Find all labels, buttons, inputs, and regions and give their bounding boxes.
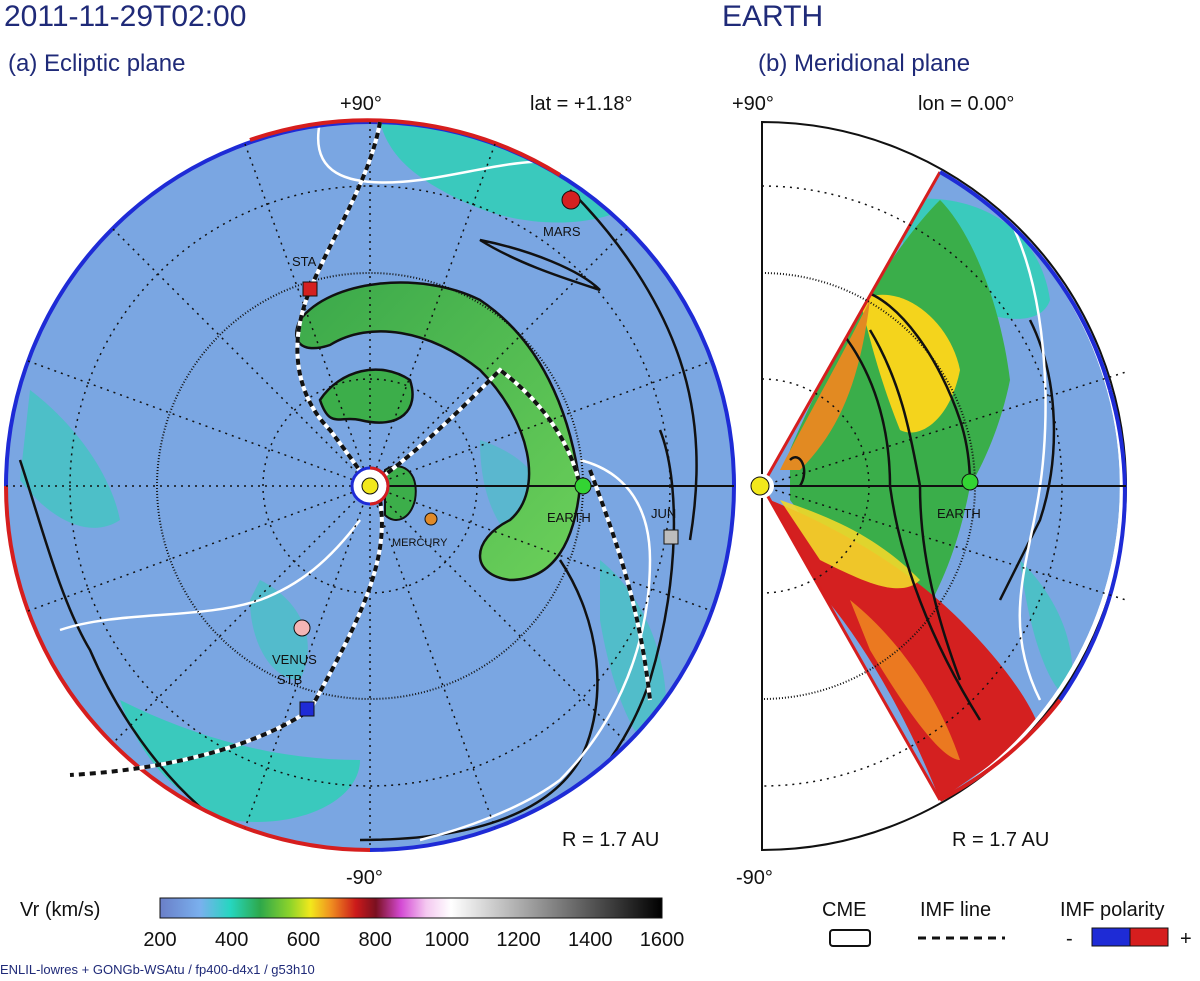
panel-b-bottom-label: -90° [736, 867, 773, 889]
panel-a-bottom-label: -90° [346, 867, 383, 889]
model-footer: ENLIL-lowres + GONGb-WSAtu / fp400-d4x1 … [0, 962, 315, 977]
legend-imf-polarity-label: IMF polarity [1060, 899, 1164, 921]
colorbar-tick-label: 400 [215, 929, 248, 951]
colorbar-tick-label: 800 [358, 929, 391, 951]
jun-label: JUN [651, 506, 676, 521]
panel-b-title: (b) Meridional plane [758, 50, 971, 77]
legend-plus-label: + [1180, 928, 1192, 950]
lat-label: lat = +1.18° [530, 93, 633, 115]
panel-a-top-label: +90° [340, 93, 382, 115]
ecliptic-panel: STA MARS EARTH MERCURY JUN VENUS STB +90… [4, 93, 736, 889]
colorbar-tick-label: 1000 [425, 929, 470, 951]
stb-marker [299, 701, 315, 717]
panel-b-radius-label: R = 1.7 AU [952, 829, 1049, 851]
legend-positive-swatch [1129, 927, 1169, 947]
jun-marker [663, 529, 679, 545]
earth-marker-b [961, 473, 979, 491]
earth-label-a: EARTH [547, 510, 591, 525]
colorbar: Vr (km/s) 200 400 600 800 1000 1200 1400 1600 [20, 897, 685, 951]
colorbar-tick-label: 200 [143, 929, 176, 951]
sun-marker [350, 466, 390, 506]
mars-label: MARS [543, 224, 581, 239]
mars-marker [561, 190, 581, 210]
meridional-panel: EARTH +90° lon = 0.00° R = 1.7 AU -90° [732, 93, 1127, 889]
colorbar-tick-label: 1600 [640, 929, 685, 951]
target-title: EARTH [722, 0, 824, 33]
mercury-label: MERCURY [392, 537, 448, 549]
venus-marker [293, 619, 311, 637]
sun-marker-b [750, 476, 770, 496]
legend: CME IMF line IMF polarity - + [822, 899, 1192, 950]
datetime-title: 2011-11-29T02:00 [4, 0, 247, 33]
venus-label: VENUS [272, 652, 317, 667]
panel-a-radius-label: R = 1.7 AU [562, 829, 659, 851]
legend-minus-label: - [1066, 928, 1073, 950]
mercury-marker [424, 512, 438, 526]
legend-cme-symbol [829, 929, 871, 947]
panel-a-title: (a) Ecliptic plane [8, 50, 186, 77]
legend-imf-line-label: IMF line [920, 899, 991, 921]
stb-label: STB [277, 672, 302, 687]
meridional-contours [789, 288, 1056, 721]
sta-marker [302, 281, 318, 297]
legend-cme-label: CME [822, 899, 866, 921]
lon-label: lon = 0.00° [918, 93, 1014, 115]
colorbar-label: Vr (km/s) [20, 899, 100, 921]
earth-marker-a [574, 477, 592, 495]
colorbar-tick-label: 1400 [568, 929, 613, 951]
sta-label: STA [292, 254, 317, 269]
colorbar-tick-label: 1200 [496, 929, 541, 951]
legend-negative-swatch [1091, 927, 1131, 947]
colorbar-gradient [159, 897, 663, 919]
meridional-grid [761, 185, 1127, 787]
colorbar-tick-label: 600 [287, 929, 320, 951]
earth-label-b: EARTH [937, 506, 981, 521]
panel-b-top-label: +90° [732, 93, 774, 115]
